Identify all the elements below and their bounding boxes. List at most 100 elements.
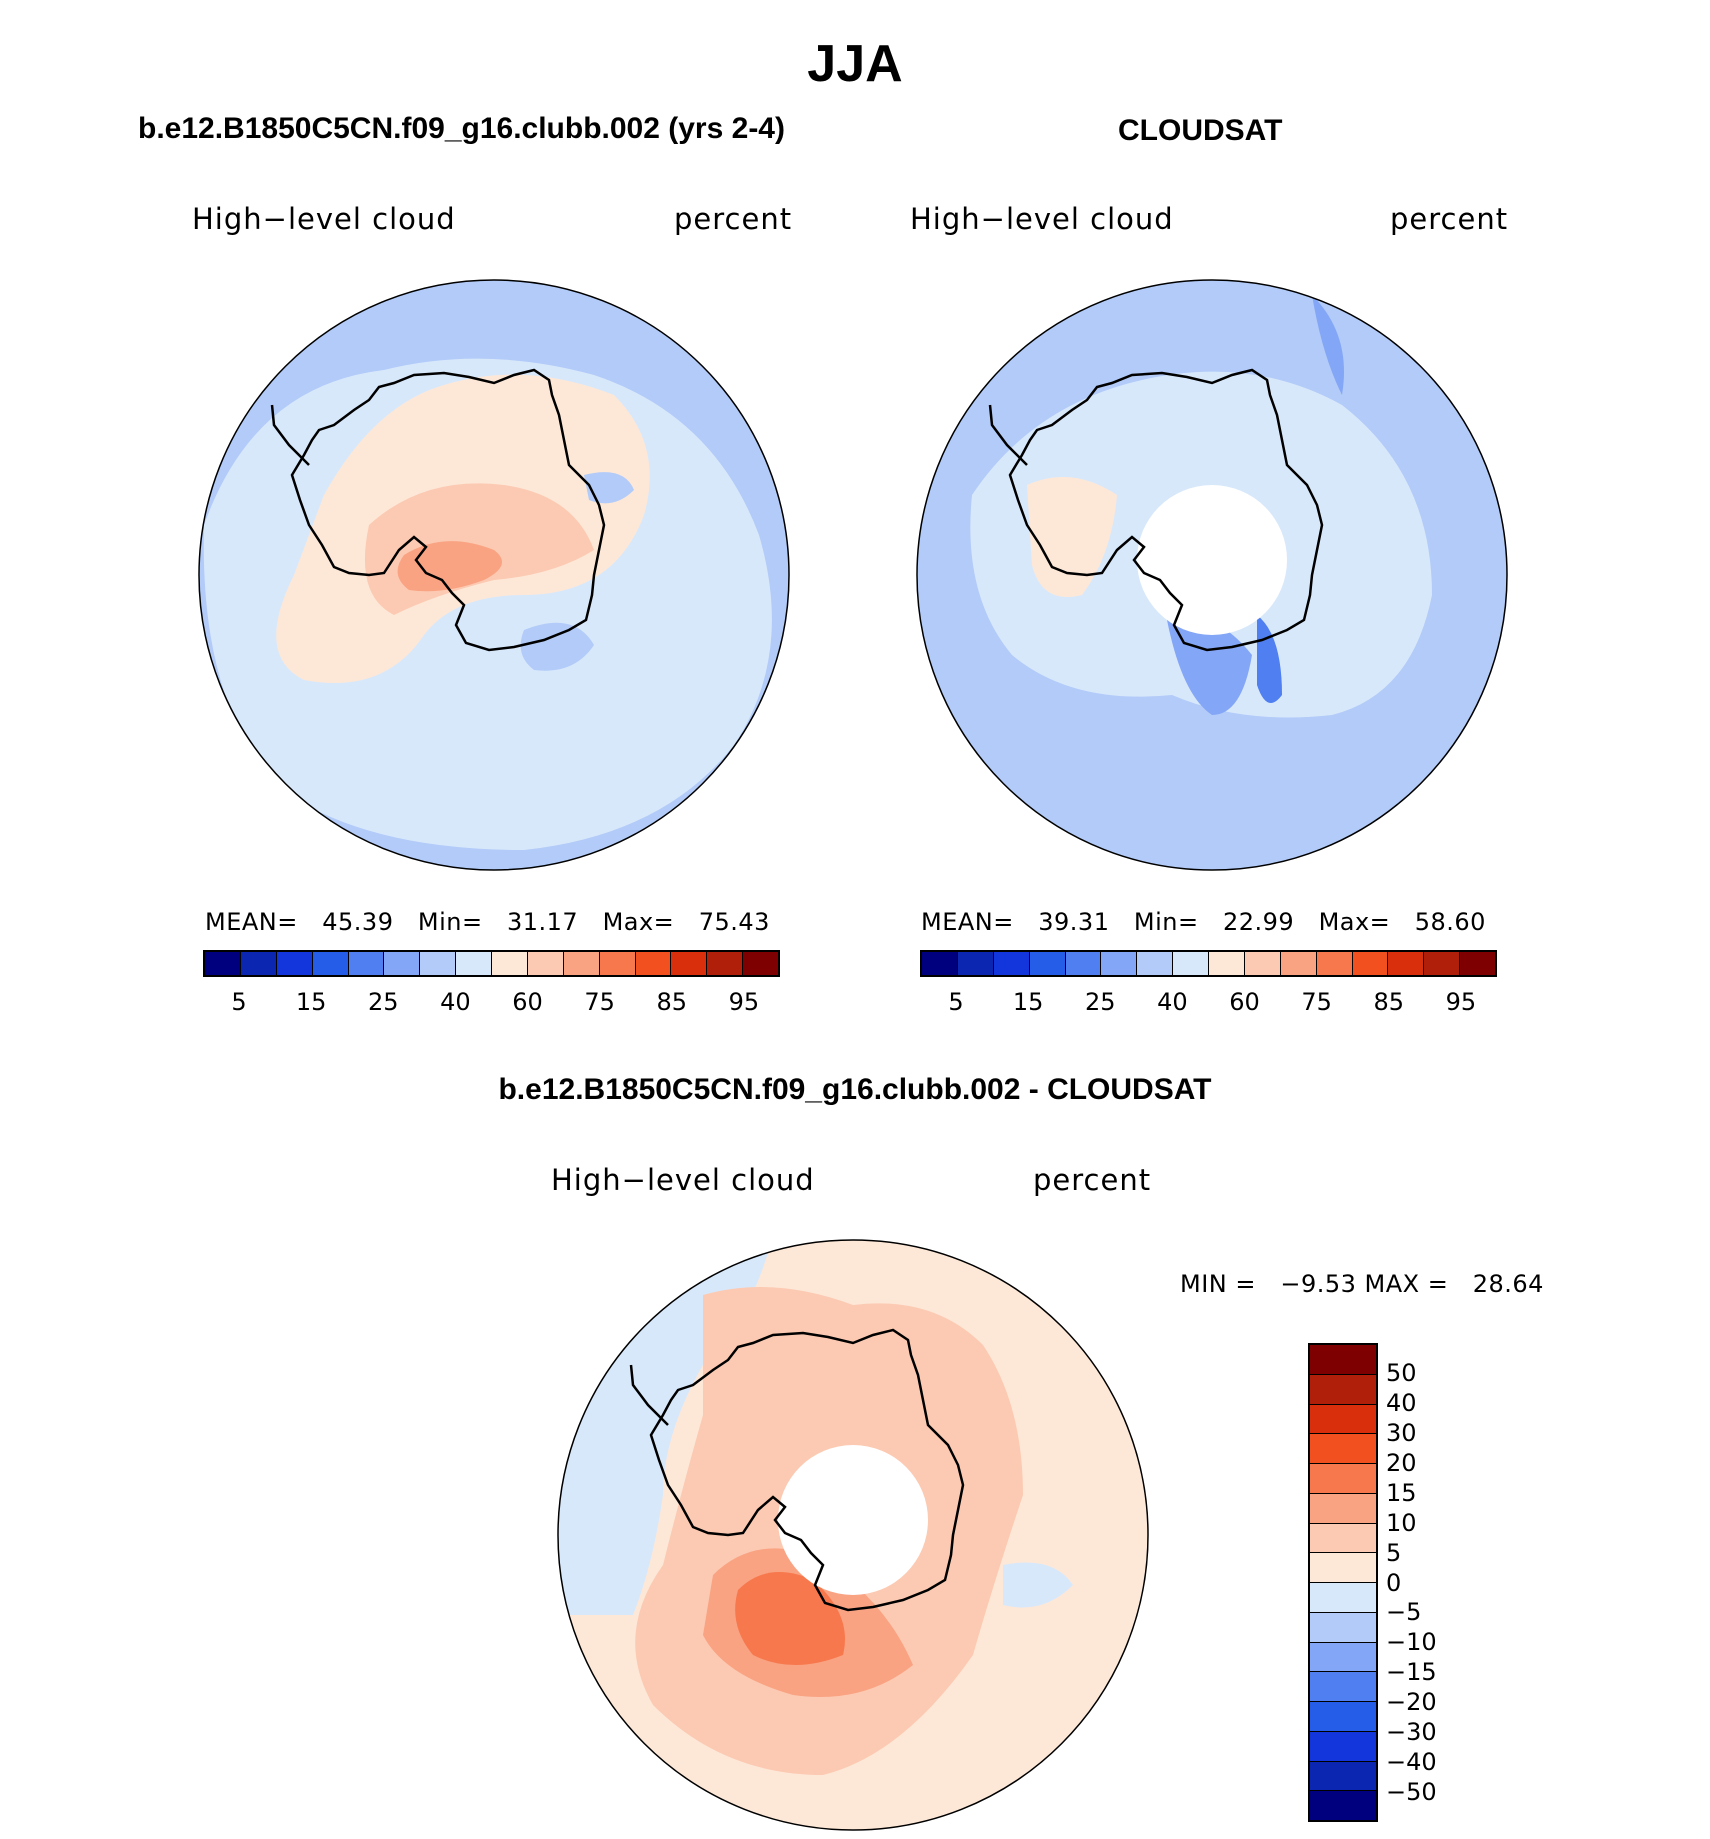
diff-colorbar-tick-label: −50: [1386, 1778, 1437, 1807]
colorbar-cell-2: [993, 952, 1030, 975]
colorbar-tick-label: 85: [656, 988, 688, 1016]
diff-colorbar-cell-14: [1310, 1761, 1376, 1792]
colorbar-tick-label: 95: [1445, 988, 1477, 1016]
colorbar-cell-9: [1244, 952, 1281, 975]
colorbar-cell-10: [563, 952, 600, 975]
diff-colorbar-cell-5: [1310, 1493, 1376, 1524]
colorbar-cell-6: [1137, 952, 1174, 975]
colorbar-tick-label: 5: [231, 988, 247, 1016]
diff-polar-map: [557, 1239, 1149, 1831]
diff-map-border: [557, 1239, 1149, 1831]
colorbar-tick-label: 5: [948, 988, 964, 1016]
colorbar-tick-label: 60: [1229, 988, 1260, 1016]
colorbar-tick-label: 40: [1157, 988, 1188, 1016]
colorbar-cell-14: [707, 952, 744, 975]
diff-pole-hole: [778, 1445, 928, 1595]
diff-colorbar-tick-label: 40: [1386, 1388, 1417, 1417]
diff-colorbar-tick-label: −20: [1386, 1688, 1437, 1717]
model-field-low-patch: [520, 622, 594, 671]
diff-colorbar-tick-label: 50: [1386, 1358, 1417, 1387]
colorbar-cell-5: [384, 952, 421, 975]
diff-colorbar-tick-label: 0: [1386, 1568, 1402, 1597]
colorbar-cell-3: [1029, 952, 1066, 975]
colorbar-cell-10: [1280, 952, 1317, 975]
diff-colorbar-cell-15: [1310, 1791, 1376, 1820]
obs-polar-map: [916, 279, 1508, 871]
diff-variable-label: High−level cloud: [551, 1163, 815, 1197]
obs-units-label: percent: [1390, 202, 1509, 236]
colorbar-cell-15: [1460, 952, 1495, 975]
diff-colorbar-cell-1: [1310, 1374, 1376, 1405]
colorbar-cell-0: [205, 952, 241, 975]
colorbar-cell-8: [492, 952, 528, 975]
diff-colorbar-cell-11: [1310, 1672, 1376, 1702]
obs-field-warm-region: [1027, 477, 1117, 597]
diff-minmax-label: MIN = −9.53 MAX = 28.64: [1180, 1270, 1544, 1298]
colorbar-cell-7: [456, 952, 492, 975]
diff-colorbar-cell-4: [1310, 1464, 1376, 1494]
diff-colorbar-tick-label: 15: [1386, 1478, 1417, 1507]
colorbar-cell-12: [1352, 952, 1389, 975]
diff-colorbar-tick-label: −30: [1386, 1718, 1437, 1747]
colorbar-cell-4: [1065, 952, 1102, 975]
obs-peninsula-coast: [988, 404, 1028, 466]
obs-colorbar: [920, 950, 1497, 977]
diff-colorbar-ticks: 50 40 30 20 15 10 5 0 −5 −10 −15 −20 −30 −40 −50: [1386, 1343, 1486, 1822]
diff-units-label: percent: [1033, 1163, 1152, 1197]
figure-title: JJA: [807, 35, 903, 93]
diff-panel-title: b.e12.B1850C5CN.f09_g16.clubb.002 - CLOU…: [498, 1073, 1212, 1106]
diff-colorbar: [1308, 1343, 1378, 1822]
colorbar-cell-5: [1101, 952, 1138, 975]
colorbar-cell-8: [1209, 952, 1245, 975]
model-field-low-patch-2: [584, 472, 634, 504]
diff-colorbar-cell-6: [1310, 1523, 1376, 1554]
diff-colorbar-cell-3: [1310, 1434, 1376, 1464]
colorbar-cell-2: [276, 952, 313, 975]
diff-colorbar-cell-0: [1310, 1345, 1376, 1375]
colorbar-cell-6: [420, 952, 457, 975]
colorbar-tick-label: 25: [1085, 988, 1116, 1016]
diff-colorbar-cell-9: [1310, 1612, 1376, 1643]
colorbar-tick-label: 40: [440, 988, 471, 1016]
obs-colorbar-ticks: 5 15 25 40 60 75 85 95: [920, 988, 1497, 1018]
diff-colorbar-tick-label: −10: [1386, 1628, 1437, 1657]
diff-colorbar-cell-13: [1310, 1731, 1376, 1762]
colorbar-cell-11: [599, 952, 636, 975]
colorbar-cell-13: [1388, 952, 1425, 975]
colorbar-tick-label: 85: [1373, 988, 1405, 1016]
model-colorbar: [203, 950, 780, 977]
diff-colorbar-tick-label: −5: [1386, 1598, 1422, 1627]
model-stats: MEAN= 45.39 Min= 31.17 Max= 75.43: [205, 908, 770, 936]
obs-panel-title: CLOUDSAT: [1118, 114, 1283, 147]
colorbar-tick-label: 15: [1012, 988, 1044, 1016]
colorbar-tick-label: 15: [295, 988, 327, 1016]
obs-field-low-region: [1167, 616, 1252, 715]
obs-pole-hole: [1137, 485, 1287, 635]
model-variable-label: High−level cloud: [192, 202, 456, 236]
colorbar-tick-label: 75: [584, 988, 615, 1016]
obs-stats: MEAN= 39.31 Min= 22.99 Max= 58.60: [921, 908, 1486, 936]
diff-coastline: [649, 1328, 965, 1612]
colorbar-cell-1: [240, 952, 277, 975]
diff-colorbar-cell-7: [1310, 1553, 1376, 1583]
colorbar-cell-7: [1173, 952, 1209, 975]
diff-colorbar-tick-label: −40: [1386, 1748, 1437, 1777]
diff-colorbar-cell-2: [1310, 1404, 1376, 1435]
obs-variable-label: High−level cloud: [910, 202, 1174, 236]
model-map-border: [198, 279, 790, 871]
colorbar-cell-14: [1424, 952, 1461, 975]
colorbar-cell-12: [635, 952, 672, 975]
colorbar-tick-label: 75: [1301, 988, 1332, 1016]
colorbar-cell-3: [312, 952, 349, 975]
diff-colorbar-tick-label: 5: [1386, 1538, 1402, 1567]
model-coastline: [290, 368, 606, 652]
colorbar-cell-15: [743, 952, 778, 975]
diff-colorbar-tick-label: 10: [1386, 1508, 1417, 1537]
model-colorbar-ticks: 5 15 25 40 60 75 85 95: [203, 988, 780, 1018]
colorbar-cell-4: [348, 952, 385, 975]
colorbar-tick-label: 95: [728, 988, 760, 1016]
diff-colorbar-tick-label: 20: [1386, 1448, 1417, 1477]
diff-colorbar-tick-label: 30: [1386, 1418, 1417, 1447]
colorbar-tick-label: 60: [512, 988, 543, 1016]
colorbar-cell-11: [1316, 952, 1353, 975]
